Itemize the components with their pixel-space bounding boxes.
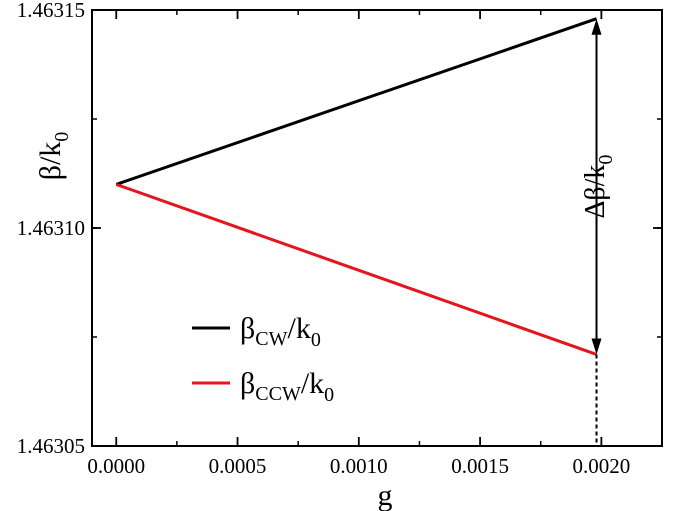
y-axis-title: β/k0 [34, 132, 73, 181]
legend: βCW/k0 βCCW/k0 [192, 312, 334, 406]
y-tick-label: 1.46310 [17, 216, 85, 240]
y-tick-label: 1.46305 [17, 434, 85, 458]
legend-label: βCCW/k0 [240, 367, 334, 406]
y-tick-label: 1.46315 [17, 0, 85, 22]
delta-label-group: Δβ/k0 [580, 155, 617, 219]
delta-arrow-head-bottom [591, 338, 602, 355]
x-axis-title: g [378, 479, 393, 511]
x-tick-label: 0.0020 [572, 454, 630, 478]
series-layer [115, 17, 598, 356]
delta-label: Δβ/k0 [580, 155, 617, 219]
axes: 0.0000 0.0005 0.0010 0.0015 0.0020 1.46305 1.4… [17, 0, 663, 511]
legend-label: βCW/k0 [240, 312, 321, 351]
annotation-layer: Δβ/k0 [580, 18, 617, 446]
series-line-ccw [115, 182, 598, 356]
x-tick-label: 0.0015 [451, 454, 509, 478]
delta-arrow-head-top [591, 18, 602, 35]
x-tick-label: 0.0000 [87, 454, 145, 478]
plot-frame [91, 9, 663, 447]
series-line-cw [115, 17, 597, 186]
y-axis-title-group: β/k0 [34, 132, 73, 181]
x-tick-label: 0.0005 [209, 454, 267, 478]
x-tick-label: 0.0010 [330, 454, 388, 478]
